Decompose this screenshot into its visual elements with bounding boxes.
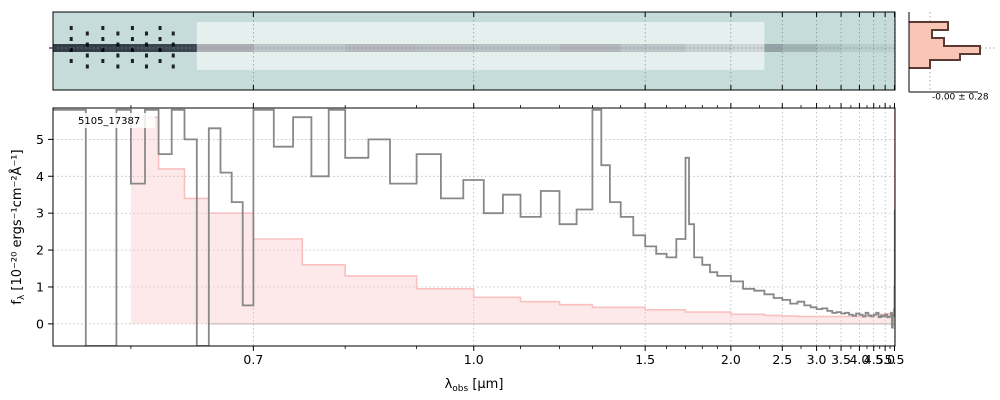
x-tick-label: 3.5 — [831, 352, 851, 367]
y-tick-label: 1 — [36, 279, 44, 294]
noise-pixel — [116, 31, 120, 36]
noise-pixel — [69, 59, 73, 63]
noise-pixel — [116, 64, 120, 69]
y-tick-label: 4 — [36, 169, 44, 184]
noise-pixel — [158, 37, 162, 41]
trace-halo — [196, 22, 765, 70]
noise-pixel — [101, 59, 105, 63]
y-tick-label: 0 — [36, 316, 44, 331]
noise-pixel — [69, 37, 73, 41]
x-tick-label: 1.5 — [635, 352, 655, 367]
x-tick-label: 2.0 — [721, 352, 741, 367]
spectrum-1d-panel: 0.7 1.0 1.5 2.0 2.5 3.0 3.54.04.55.05.5 0 1 2 3 4 5… — [9, 103, 904, 394]
x-tick-label: 5.0 — [875, 352, 895, 367]
x-tick-label: 0.7 — [243, 352, 263, 367]
noise-pixel — [69, 48, 73, 52]
noise-pixel — [171, 64, 175, 69]
y-tick-label: 5 — [36, 132, 44, 147]
noise-pixel — [85, 42, 89, 47]
noise-pixel — [101, 37, 105, 41]
noise-pixel — [158, 26, 162, 30]
x-tick-label: 2.5 — [772, 352, 792, 367]
flux-spectrum-line — [53, 108, 895, 346]
noise-pixel — [101, 26, 105, 30]
noise-pixel — [144, 31, 148, 36]
x-tick-label: 4.0 — [849, 352, 869, 367]
noise-pixel — [171, 31, 175, 36]
profile-line — [909, 21, 981, 69]
spectrum-2d-ticks — [49, 12, 895, 90]
noise-pixel — [144, 42, 148, 47]
spectrum-2d-grid — [53, 12, 895, 90]
spectrum-2d-panel — [49, 11, 896, 91]
error-spectrum-fill — [130, 109, 895, 324]
noise-pixel — [130, 59, 134, 63]
noise-pixel — [144, 53, 148, 58]
noise-pixel — [116, 42, 120, 47]
noise-pixel — [85, 64, 89, 69]
profile-panel: -0.00 ± 0.28 — [908, 12, 995, 103]
noise-pixel — [171, 42, 175, 47]
noise-pixel — [158, 48, 162, 52]
noise-pixel — [69, 26, 73, 30]
trace-segment — [859, 44, 886, 52]
trace-segment — [53, 44, 131, 52]
noise-pixel — [85, 31, 89, 36]
x-tick-label: 4.5 — [864, 352, 884, 367]
y-axis-title: fλ [10⁻²⁰ ergs⁻¹cm⁻²Å⁻¹] — [9, 149, 27, 304]
profile-fill — [909, 22, 980, 68]
y-tick-label: 2 — [36, 243, 44, 258]
error-spectrum-line — [130, 109, 895, 318]
noise-pixel — [130, 37, 134, 41]
y-tick-label: 3 — [36, 206, 44, 221]
trace-segment — [782, 44, 817, 52]
x-tick-label: 1.0 — [464, 352, 484, 367]
noise-pixel — [144, 64, 148, 69]
noise-pixel — [130, 48, 134, 52]
x-tick-label: 3.0 — [807, 352, 827, 367]
profile-annotation: -0.00 ± 0.28 — [932, 93, 989, 103]
noise-pixel — [158, 59, 162, 63]
x-tick-label: 5.5 — [885, 352, 905, 367]
trace-segment — [816, 44, 842, 52]
noise-pixel — [130, 26, 134, 30]
object-label: 5105_17387 — [78, 116, 140, 127]
trace-segment — [130, 44, 197, 52]
spectrum-1d-x-ticks: 0.7 1.0 1.5 2.0 2.5 3.0 3.54.04.55.05.5 — [130, 103, 905, 367]
object-label-box — [73, 113, 155, 128]
noise-pixel — [171, 53, 175, 58]
noise-pixel — [101, 48, 105, 52]
noise-pixel — [116, 53, 120, 58]
x-axis-title: λobs [μm] — [445, 377, 504, 394]
noise-pixel — [85, 53, 89, 58]
spectrum-1d-y-ticks: 0 1 2 3 4 5 — [36, 132, 53, 331]
